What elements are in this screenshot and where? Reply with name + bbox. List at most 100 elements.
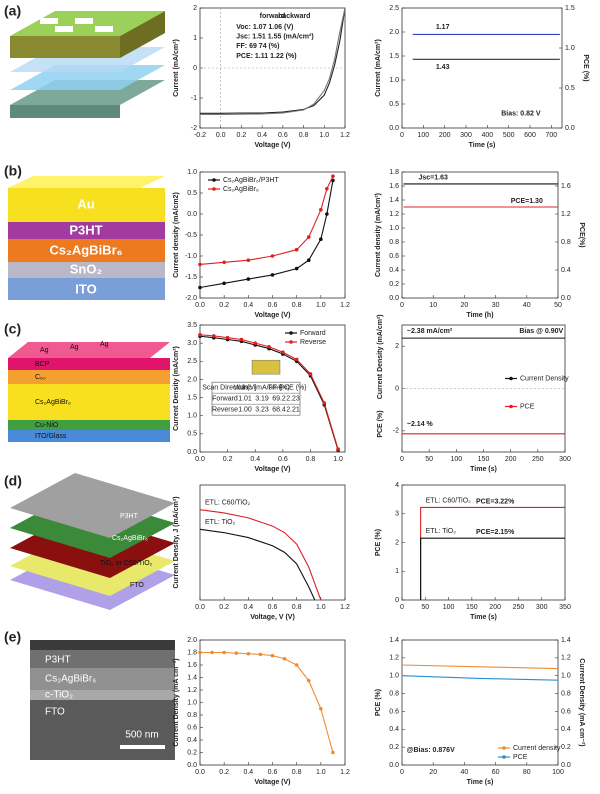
table-cell: 68.4	[272, 406, 286, 413]
x-tick-label: 0.0	[195, 604, 205, 611]
table-cell: 69.2	[272, 395, 286, 402]
table-cell: Scan Direction	[202, 384, 248, 391]
x-tick-label: 0.8	[292, 604, 302, 611]
y-tick-label: 0.8	[187, 712, 197, 719]
y-tick-label: 3	[395, 511, 399, 518]
legend-label: Forward	[300, 330, 326, 337]
layer-label: FTO	[45, 707, 65, 718]
y2-tick-label: 1.2	[561, 655, 571, 662]
x-tick-label: 300	[536, 604, 548, 611]
y2-tick-label: 1.6	[561, 183, 571, 190]
y-tick-label: 0.0	[187, 762, 197, 769]
y2-tick-label: 0.8	[561, 239, 571, 246]
annotation: @Bias: 0.876V	[407, 747, 455, 754]
x-axis-label: Voltage (V)	[254, 466, 290, 473]
y-axis-label: Current (mA/cm²)	[375, 39, 382, 97]
data-point	[222, 650, 226, 655]
x-tick-label: 1.0	[316, 302, 326, 309]
x-tick-label: 0.2	[237, 132, 247, 139]
y-axis-label: Current density (mA/cm2)	[173, 192, 180, 278]
y-tick-label: 1.0	[187, 413, 197, 420]
x-tick-label: 0.2	[219, 302, 229, 309]
y2-axis-label: PCE(%)	[578, 222, 585, 247]
y2-tick-label: 1.0	[565, 45, 575, 52]
x-tick-label: 100	[552, 769, 564, 776]
legend-label: ETL: C60/TiO₂	[205, 499, 251, 506]
value-label: PCE=1.30	[511, 198, 543, 205]
y-tick-label: 1.0	[389, 77, 399, 84]
y-tick-label: 1.0	[389, 673, 399, 680]
inset-table	[211, 381, 301, 416]
table-cell: 3.19	[255, 395, 269, 402]
x-tick-label: 0.0	[195, 302, 205, 309]
table-cell: Voc (V)	[234, 384, 257, 391]
x-tick-label: 40	[523, 302, 531, 309]
layer-label: P3HT	[120, 513, 139, 520]
y2-tick-label: 0.4	[561, 267, 571, 274]
y-tick-label: 2.0	[389, 29, 399, 36]
x-tick-label: 10	[429, 302, 437, 309]
data-point	[336, 447, 340, 451]
data-point	[294, 663, 299, 667]
x-tick-label: 0.6	[278, 456, 288, 463]
y-tick-label: 0.4	[187, 737, 197, 744]
value-label: PCE=2.15%	[476, 529, 515, 536]
y-tick-label: 0.6	[389, 253, 399, 260]
y-tick-label: -1.0	[185, 253, 197, 260]
legend-label: forward	[260, 13, 286, 20]
y-tick-label: 0.5	[389, 101, 399, 108]
schematic-c	[8, 342, 170, 442]
x-axis-label: Voltage, V (V)	[250, 614, 295, 621]
annotation: ~2.38 mA/cm²	[407, 328, 453, 335]
layer-label: Cs₂AgBiBr₆	[35, 399, 71, 406]
y-tick-label: 1.8	[187, 649, 197, 656]
table-cell: PCE (%)	[279, 384, 306, 391]
data-point	[270, 254, 275, 258]
y2-tick-label: 0.0	[561, 762, 571, 769]
x-tick-label: 350	[559, 604, 571, 611]
value-label: PCE=3.22%	[476, 498, 515, 505]
plot-frame	[199, 639, 346, 766]
panel-label: (c)	[4, 321, 21, 337]
x-tick-label: -0.2	[194, 132, 206, 139]
data-point	[222, 281, 226, 286]
legend-marker	[509, 404, 513, 409]
series-line	[200, 7, 346, 116]
panel-label: (d)	[4, 473, 22, 489]
data-point	[325, 212, 329, 216]
x-tick-label: 150	[478, 456, 490, 463]
y-tick-label: 1.6	[187, 662, 197, 669]
annotation: Bias @ 0.90V	[519, 328, 563, 335]
x-tick-label: 250	[513, 604, 525, 611]
y2-tick-label: 0.5	[565, 85, 575, 92]
x-tick-label: 0	[400, 456, 404, 463]
data-point	[294, 357, 299, 362]
y-tick-label: 1.5	[187, 394, 197, 401]
schematic-a	[10, 11, 165, 118]
table-cell: FF (%)	[268, 384, 289, 391]
layer-label: P3HT	[69, 222, 102, 237]
layer-label: C₆₀	[35, 374, 46, 381]
x-tick-label: 250	[532, 456, 544, 463]
y-tick-label: 1.2	[389, 211, 399, 218]
y2-tick-label: 0.0	[561, 295, 571, 302]
legend-label: ETL: C60/TiO₂	[426, 497, 472, 504]
x-tick-label: 0.6	[268, 604, 278, 611]
plot-frame	[401, 639, 559, 766]
scale-bar-label: 500 nm	[125, 730, 158, 741]
x-tick-label: 0.4	[243, 604, 253, 611]
y-tick-label: 0.4	[389, 726, 399, 733]
sem-image	[30, 640, 175, 760]
y-tick-label: 2.0	[187, 637, 197, 644]
panel-label: (a)	[4, 3, 21, 19]
data-point	[306, 258, 311, 263]
y-tick-label: 2	[193, 5, 197, 12]
data-point	[198, 650, 202, 655]
y-tick-label: 0.0	[389, 295, 399, 302]
series-line	[420, 537, 565, 600]
y2-tick-label: 0.2	[561, 744, 571, 751]
data-point	[308, 372, 313, 376]
x-tick-label: 100	[443, 604, 455, 611]
x-tick-label: 100	[417, 132, 429, 139]
x-axis-label: Voltage (V)	[254, 312, 290, 319]
